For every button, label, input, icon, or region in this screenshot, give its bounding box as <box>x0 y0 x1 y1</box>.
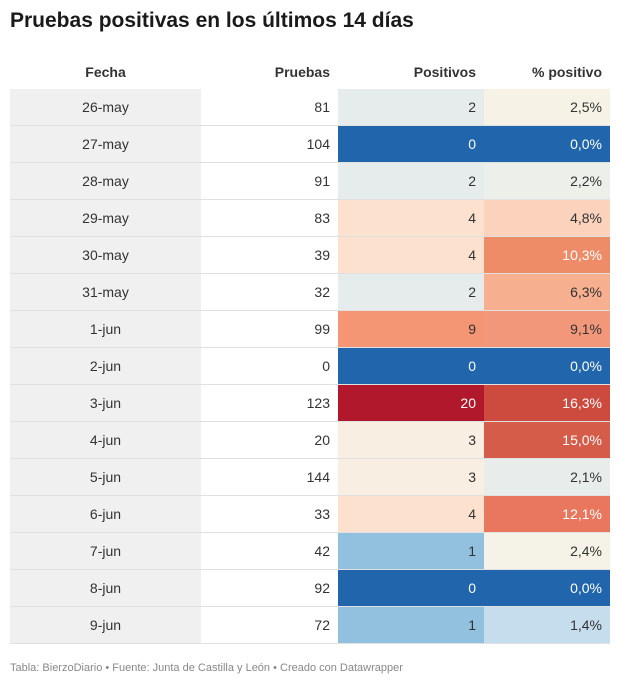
column-header-positivos[interactable]: Positivos <box>413 63 476 80</box>
cell-pruebas: 81 <box>201 89 338 126</box>
table-row: 3-jun 123 20 16,3% <box>10 384 610 422</box>
table-row: 2-jun 0 0 0,0% <box>10 347 610 385</box>
cell-pruebas: 91 <box>201 162 338 200</box>
cell-positivos: 0 <box>338 569 484 607</box>
cell-fecha: 30-may <box>10 236 201 274</box>
cell-fecha: 4-jun <box>10 421 201 459</box>
cell-pct-positivo: 2,1% <box>484 458 610 496</box>
table-row: 26-may 81 2 2,5% <box>10 89 610 126</box>
cell-positivos: 2 <box>338 89 484 126</box>
cell-pct-positivo: 10,3% <box>484 236 610 274</box>
cell-positivos: 4 <box>338 495 484 533</box>
cell-fecha: 6-jun <box>10 495 201 533</box>
table-row: 4-jun 20 3 15,0% <box>10 421 610 459</box>
cell-pruebas: 32 <box>201 273 338 311</box>
cell-pruebas: 123 <box>201 384 338 422</box>
cell-pruebas: 104 <box>201 125 338 163</box>
cell-pct-positivo: 6,3% <box>484 273 610 311</box>
cell-positivos: 1 <box>338 606 484 644</box>
table-row: 30-may 39 4 10,3% <box>10 236 610 274</box>
cell-fecha: 8-jun <box>10 569 201 607</box>
cell-pruebas: 72 <box>201 606 338 644</box>
footer-credit: Tabla: BierzoDiario • Fuente: Junta de C… <box>10 662 403 674</box>
cell-positivos: 3 <box>338 458 484 496</box>
cell-pct-positivo: 0,0% <box>484 569 610 607</box>
cell-positivos: 3 <box>338 421 484 459</box>
table-row: 29-may 83 4 4,8% <box>10 199 610 237</box>
cell-positivos: 2 <box>338 273 484 311</box>
table-row: 28-may 91 2 2,2% <box>10 162 610 200</box>
cell-fecha: 27-may <box>10 125 201 163</box>
cell-pct-positivo: 2,5% <box>484 89 610 126</box>
cell-pct-positivo: 15,0% <box>484 421 610 459</box>
cell-pct-positivo: 12,1% <box>484 495 610 533</box>
cell-fecha: 9-jun <box>10 606 201 644</box>
cell-pruebas: 20 <box>201 421 338 459</box>
cell-pct-positivo: 16,3% <box>484 384 610 422</box>
cell-pruebas: 39 <box>201 236 338 274</box>
cell-fecha: 7-jun <box>10 532 201 570</box>
cell-positivos: 9 <box>338 310 484 348</box>
cell-fecha: 1-jun <box>10 310 201 348</box>
table-row: 27-may 104 0 0,0% <box>10 125 610 163</box>
column-header-fecha[interactable]: Fecha <box>85 63 126 80</box>
cell-pruebas: 92 <box>201 569 338 607</box>
table-row: 1-jun 99 9 9,1% <box>10 310 610 348</box>
table-row: 6-jun 33 4 12,1% <box>10 495 610 533</box>
table-row: 31-may 32 2 6,3% <box>10 273 610 311</box>
cell-pct-positivo: 1,4% <box>484 606 610 644</box>
cell-pct-positivo: 4,8% <box>484 199 610 237</box>
cell-pct-positivo: 2,2% <box>484 162 610 200</box>
cell-fecha: 3-jun <box>10 384 201 422</box>
table-row: 7-jun 42 1 2,4% <box>10 532 610 570</box>
cell-fecha: 2-jun <box>10 347 201 385</box>
cell-positivos: 4 <box>338 199 484 237</box>
cell-pct-positivo: 9,1% <box>484 310 610 348</box>
data-table: Fecha Pruebas Positivos % positivo 26-ma… <box>10 54 610 644</box>
column-header-pruebas[interactable]: Pruebas <box>274 63 330 80</box>
cell-positivos: 0 <box>338 125 484 163</box>
table-body: 26-may 81 2 2,5% 27-may 104 0 0,0% 28-may 91 2 2,2%… <box>10 89 610 644</box>
cell-pruebas: 144 <box>201 458 338 496</box>
header-row: Fecha Pruebas Positivos % positivo <box>10 54 610 89</box>
cell-fecha: 29-may <box>10 199 201 237</box>
cell-positivos: 0 <box>338 347 484 385</box>
cell-pruebas: 33 <box>201 495 338 533</box>
cell-positivos: 1 <box>338 532 484 570</box>
cell-positivos: 2 <box>338 162 484 200</box>
cell-pct-positivo: 0,0% <box>484 347 610 385</box>
cell-fecha: 5-jun <box>10 458 201 496</box>
cell-positivos: 4 <box>338 236 484 274</box>
cell-pct-positivo: 0,0% <box>484 125 610 163</box>
cell-fecha: 31-may <box>10 273 201 311</box>
cell-pruebas: 99 <box>201 310 338 348</box>
cell-fecha: 28-may <box>10 162 201 200</box>
cell-pruebas: 42 <box>201 532 338 570</box>
cell-positivos: 20 <box>338 384 484 422</box>
cell-pruebas: 0 <box>201 347 338 385</box>
cell-fecha: 26-may <box>10 89 201 126</box>
table-row: 9-jun 72 1 1,4% <box>10 606 610 644</box>
column-header-pct-positivo[interactable]: % positivo <box>531 63 602 80</box>
chart-title: Pruebas positivas en los últimos 14 días <box>10 9 414 32</box>
cell-pct-positivo: 2,4% <box>484 532 610 570</box>
table-row: 5-jun 144 3 2,1% <box>10 458 610 496</box>
table-row: 8-jun 92 0 0,0% <box>10 569 610 607</box>
cell-pruebas: 83 <box>201 199 338 237</box>
